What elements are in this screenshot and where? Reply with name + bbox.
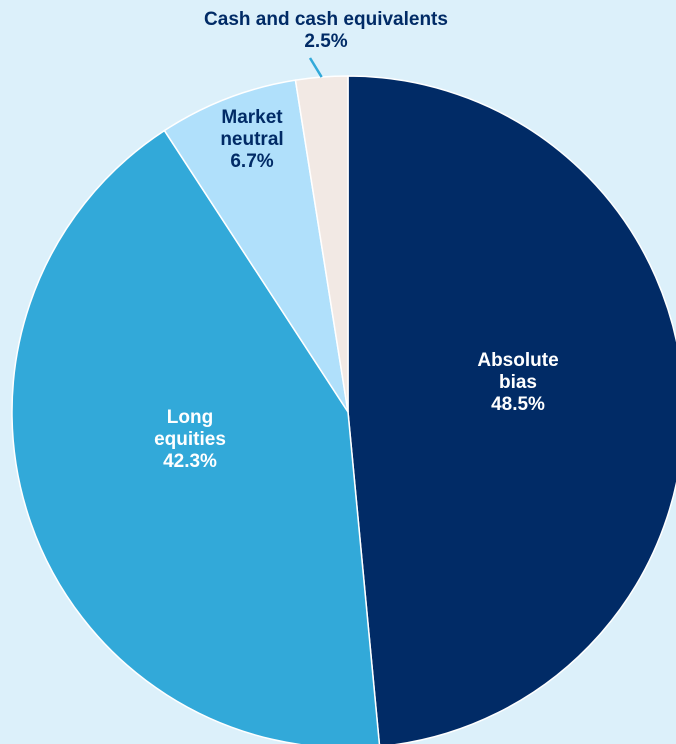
pie-labels: Absolute bias 48.5% Long equities 42.3% Market… [154, 9, 559, 472]
label-market-neutral: Market neutral 6.7% [220, 107, 283, 172]
slice-value-label: 6.7% [230, 151, 273, 172]
slice-name-label: Cash and cash equivalents [204, 9, 448, 30]
slice-name-label: neutral [220, 129, 283, 150]
slice-name-label: Market [221, 107, 283, 128]
slice-name-label: equities [154, 429, 226, 450]
label-cash-and-cash-equivalents: Cash and cash equivalents 2.5% [204, 9, 448, 52]
label-long-equities: Long equities 42.3% [154, 407, 226, 472]
slice-value-label: 2.5% [304, 31, 347, 52]
label-absolute-bias: Absolute bias 48.5% [477, 350, 558, 415]
slice-market-neutral [163, 79, 349, 413]
slice-name-label: bias [499, 372, 537, 393]
slice-value-label: 42.3% [163, 451, 217, 472]
leader-line [308, 57, 323, 78]
slice-long-equities [11, 129, 381, 744]
slice-absolute-bias [347, 75, 676, 744]
slice-value-label: 48.5% [491, 394, 545, 415]
slice-name-label: Long [167, 407, 213, 428]
slice-name-label: Absolute [477, 350, 558, 371]
pie-slices [11, 75, 676, 744]
